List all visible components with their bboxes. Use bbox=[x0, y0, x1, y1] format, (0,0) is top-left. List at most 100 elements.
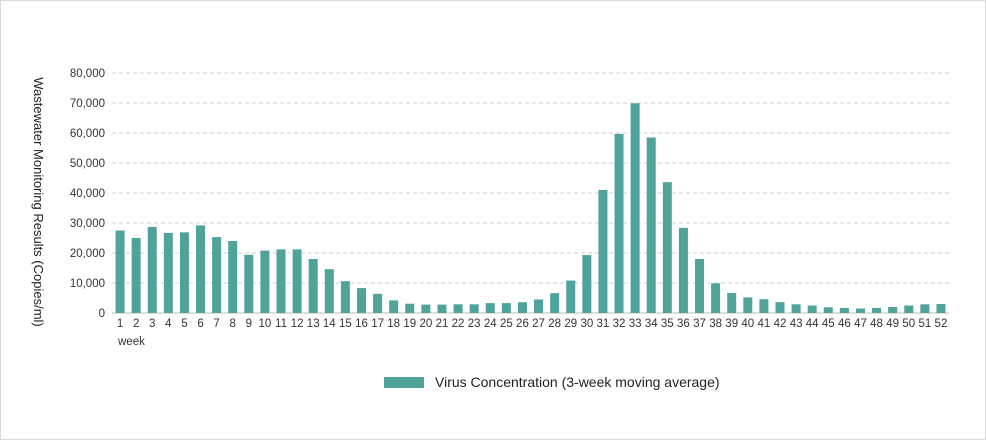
bar-week-38 bbox=[711, 283, 721, 313]
bar-week-29 bbox=[566, 280, 576, 313]
bar-week-51 bbox=[920, 304, 930, 313]
bar-week-48 bbox=[872, 307, 882, 313]
bar-week-45 bbox=[823, 307, 833, 313]
x-tick-label: 21 bbox=[436, 318, 449, 330]
x-axis-ticks: 1 2 3 4 5 6 7 8 9 10 11 12 13 14 15 16 17 18 19 20 21 22 23 24 2… bbox=[117, 318, 948, 330]
legend-label: Virus Concentration (3-week moving avera… bbox=[435, 374, 720, 390]
x-tick-label: 28 bbox=[548, 318, 561, 330]
x-tick-label: 23 bbox=[468, 318, 481, 330]
bar-week-13 bbox=[308, 259, 318, 313]
bar-week-17 bbox=[373, 293, 383, 313]
bar-week-52 bbox=[936, 304, 946, 313]
y-tick-label: 80,000 bbox=[70, 68, 105, 80]
bar-week-23 bbox=[469, 304, 479, 313]
x-tick-label: 12 bbox=[291, 318, 304, 330]
bar-week-20 bbox=[421, 304, 431, 313]
bar-week-3 bbox=[147, 226, 157, 313]
x-tick-label: 1 bbox=[117, 318, 123, 330]
bar-week-31 bbox=[598, 190, 608, 313]
x-tick-label: 48 bbox=[870, 318, 883, 330]
bar-week-18 bbox=[389, 300, 399, 313]
x-tick-label: 37 bbox=[693, 318, 706, 330]
bar-week-44 bbox=[807, 305, 817, 313]
y-tick-label: 70,000 bbox=[70, 98, 105, 110]
x-tick-label: 50 bbox=[902, 318, 915, 330]
x-tick-label: 45 bbox=[822, 318, 835, 330]
bar-week-43 bbox=[791, 304, 801, 313]
x-tick-label: 14 bbox=[323, 318, 336, 330]
x-tick-label: 18 bbox=[387, 318, 400, 330]
x-tick-label: 33 bbox=[629, 318, 642, 330]
x-tick-label: 11 bbox=[275, 318, 287, 330]
x-tick-label: 47 bbox=[854, 318, 867, 330]
bar-week-32 bbox=[614, 133, 624, 313]
x-tick-label: 38 bbox=[709, 318, 722, 330]
bar-week-6 bbox=[196, 225, 206, 313]
bar-week-24 bbox=[485, 303, 495, 313]
y-tick-label: 20,000 bbox=[70, 248, 105, 260]
bar-week-50 bbox=[904, 305, 914, 313]
x-tick-label: 26 bbox=[516, 318, 529, 330]
bar-week-8 bbox=[228, 241, 238, 313]
bar-week-46 bbox=[839, 307, 849, 313]
x-tick-label: 20 bbox=[419, 318, 432, 330]
y-tick-label: 60,000 bbox=[70, 128, 105, 140]
x-tick-label: 8 bbox=[230, 318, 236, 330]
x-tick-label: 5 bbox=[181, 318, 187, 330]
x-tick-label: 24 bbox=[484, 318, 497, 330]
x-tick-label: 36 bbox=[677, 318, 690, 330]
bar-week-2 bbox=[131, 238, 141, 313]
bar-week-33 bbox=[630, 103, 640, 313]
bar-week-49 bbox=[888, 307, 898, 313]
x-axis-label: week bbox=[117, 336, 145, 348]
bar-week-40 bbox=[743, 297, 753, 313]
x-tick-label: 30 bbox=[580, 318, 593, 330]
bar-week-19 bbox=[405, 303, 415, 313]
bar-week-28 bbox=[550, 293, 560, 313]
x-tick-label: 4 bbox=[165, 318, 172, 330]
legend: Virus Concentration (3-week moving avera… bbox=[384, 374, 720, 390]
x-tick-label: 42 bbox=[774, 318, 787, 330]
x-tick-label: 49 bbox=[886, 318, 899, 330]
bar-week-14 bbox=[324, 269, 334, 313]
x-tick-label: 7 bbox=[213, 318, 219, 330]
bar-week-36 bbox=[678, 227, 688, 313]
bar-week-16 bbox=[356, 288, 366, 313]
x-tick-label: 52 bbox=[935, 318, 948, 330]
x-tick-label: 25 bbox=[500, 318, 513, 330]
x-tick-label: 51 bbox=[918, 318, 931, 330]
legend-swatch bbox=[384, 377, 424, 388]
x-tick-label: 15 bbox=[339, 318, 352, 330]
x-tick-label: 22 bbox=[452, 318, 465, 330]
x-tick-label: 10 bbox=[259, 318, 272, 330]
x-tick-label: 16 bbox=[355, 318, 368, 330]
bar-week-27 bbox=[534, 299, 544, 313]
y-tick-label: 10,000 bbox=[70, 278, 105, 290]
bar-week-10 bbox=[260, 250, 270, 313]
x-tick-label: 44 bbox=[806, 318, 819, 330]
x-tick-label: 39 bbox=[725, 318, 738, 330]
x-tick-label: 35 bbox=[661, 318, 674, 330]
bars bbox=[115, 103, 946, 313]
bar-week-37 bbox=[695, 259, 705, 313]
x-tick-label: 34 bbox=[645, 318, 658, 330]
x-tick-label: 41 bbox=[757, 318, 770, 330]
bar-week-34 bbox=[646, 137, 656, 313]
x-tick-label: 40 bbox=[741, 318, 754, 330]
bar-week-11 bbox=[276, 249, 286, 313]
bar-week-39 bbox=[727, 292, 737, 313]
y-tick-label: 50,000 bbox=[70, 158, 105, 170]
x-tick-label: 17 bbox=[371, 318, 384, 330]
bar-week-5 bbox=[179, 232, 189, 313]
x-tick-label: 31 bbox=[597, 318, 610, 330]
x-tick-label: 9 bbox=[246, 318, 252, 330]
x-tick-label: 19 bbox=[403, 318, 416, 330]
bar-week-35 bbox=[662, 182, 672, 313]
x-tick-label: 27 bbox=[532, 318, 545, 330]
x-tick-label: 32 bbox=[613, 318, 626, 330]
x-tick-label: 43 bbox=[790, 318, 803, 330]
bar-week-30 bbox=[582, 255, 592, 313]
x-tick-label: 2 bbox=[133, 318, 139, 330]
